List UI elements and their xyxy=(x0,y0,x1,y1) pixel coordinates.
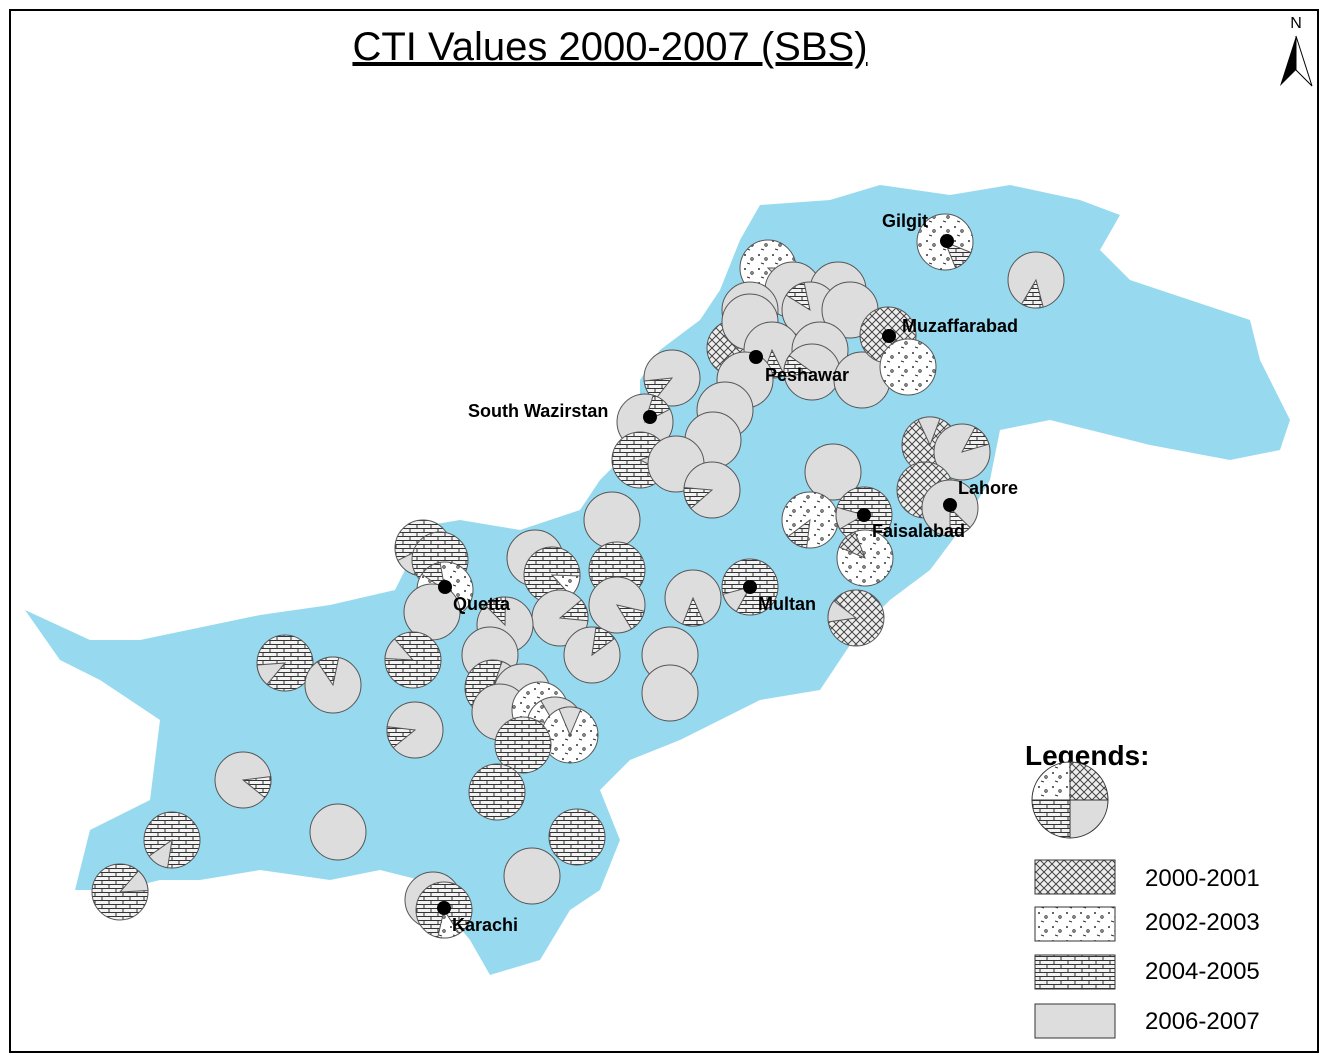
pie xyxy=(541,706,599,764)
pie-disc xyxy=(804,443,862,501)
pie xyxy=(879,338,937,396)
pie-wedge xyxy=(785,282,811,312)
pie-wedge xyxy=(316,656,340,687)
country-shape xyxy=(25,185,1290,975)
pie-wedge xyxy=(827,600,858,623)
pie xyxy=(664,569,722,627)
pie xyxy=(494,716,552,774)
pie xyxy=(256,634,314,692)
pie-wedge xyxy=(384,638,415,661)
pie-disc xyxy=(641,664,699,722)
pie xyxy=(933,423,991,481)
pie-wedge xyxy=(118,870,149,893)
pie-disc xyxy=(879,338,937,396)
pie-wedge xyxy=(944,241,972,269)
pie xyxy=(309,803,367,861)
pie-wedge xyxy=(591,626,616,657)
city-label: Karachi xyxy=(452,915,518,935)
pie-wedge xyxy=(722,586,752,613)
pie-wedge xyxy=(835,506,866,530)
city-label: Lahore xyxy=(958,478,1018,498)
city-dot xyxy=(940,234,954,248)
pie xyxy=(548,808,606,866)
city-label: Multan xyxy=(758,594,816,614)
pie-disc xyxy=(548,808,606,866)
pie-wedge xyxy=(961,426,990,453)
city-dot xyxy=(943,498,957,512)
pie xyxy=(468,763,526,821)
pie-wedge xyxy=(437,908,460,939)
pie xyxy=(563,626,621,684)
pie-wedge xyxy=(917,416,941,447)
pie-wedge xyxy=(386,726,417,749)
pie xyxy=(1007,251,1065,309)
pie-wedge xyxy=(949,506,971,537)
pie-wedge xyxy=(786,518,811,549)
legend-swatch xyxy=(1034,859,1116,895)
city-dot xyxy=(857,508,871,522)
pie xyxy=(304,656,362,714)
pie-wedge xyxy=(484,596,506,627)
pie-wedge xyxy=(681,596,706,627)
pie xyxy=(503,847,561,905)
city-dot xyxy=(882,329,896,343)
pie xyxy=(143,811,201,869)
pie xyxy=(641,664,699,722)
map-title: CTI Values 2000-2007 (SBS) xyxy=(352,25,867,69)
pie xyxy=(583,491,641,549)
legend-swatch xyxy=(1034,1003,1116,1039)
legend-label: 2006-2007 xyxy=(1145,1008,1260,1035)
pie-disc xyxy=(468,763,526,821)
pie-disc xyxy=(583,491,641,549)
north-label: N xyxy=(1290,15,1302,32)
pie-wedge xyxy=(783,354,814,378)
city-dot xyxy=(743,580,757,594)
pie xyxy=(683,461,741,519)
city-label: Muzaffarabad xyxy=(902,316,1018,336)
pie-wedge xyxy=(558,599,589,622)
pie xyxy=(91,863,149,921)
pie xyxy=(386,701,444,759)
legend-label: 2004-2005 xyxy=(1145,958,1260,985)
city-dot xyxy=(643,410,657,424)
pie-wedge xyxy=(683,487,714,510)
pie xyxy=(214,751,272,809)
pie-wedge xyxy=(148,838,173,869)
pie xyxy=(523,546,581,604)
legend-swatch xyxy=(1034,954,1116,990)
pie xyxy=(588,576,646,634)
legend-swatch xyxy=(1034,906,1116,942)
north-arrow: N xyxy=(1280,15,1313,87)
pie xyxy=(804,443,862,501)
pie xyxy=(827,589,885,647)
pie-wedge xyxy=(558,706,582,737)
pie-disc xyxy=(503,847,561,905)
city-label: South Wazirstan xyxy=(468,401,608,421)
pie-disc xyxy=(494,716,552,774)
city-label: Quetta xyxy=(453,594,511,614)
pie-wedge xyxy=(838,531,866,559)
pie xyxy=(836,529,894,587)
pie-layer xyxy=(91,213,1065,939)
city-label: Gilgit xyxy=(882,211,928,231)
city-label: Peshawar xyxy=(765,365,849,385)
city-dot xyxy=(749,350,763,364)
pie-wedge xyxy=(1020,278,1044,309)
legend: Legends: 2000-2001 2002-2003 2004-2005 2… xyxy=(1025,740,1260,1039)
pie xyxy=(384,631,442,689)
city-dot xyxy=(438,580,452,594)
pie-wedge xyxy=(615,604,645,630)
city-label: Faisalabad xyxy=(872,521,965,541)
pie-disc xyxy=(309,803,367,861)
city-dot xyxy=(437,901,451,915)
pie xyxy=(781,491,839,549)
legend-label: 2000-2001 xyxy=(1145,865,1260,892)
city-layer: Gilgit Muzaffarabad Peshawar South Wazirsta… xyxy=(437,211,1018,935)
pie-wedge xyxy=(256,662,287,686)
legend-label: 2002-2003 xyxy=(1145,909,1260,936)
pie-wedge xyxy=(241,776,272,799)
legend-sample-pie xyxy=(1031,761,1109,839)
